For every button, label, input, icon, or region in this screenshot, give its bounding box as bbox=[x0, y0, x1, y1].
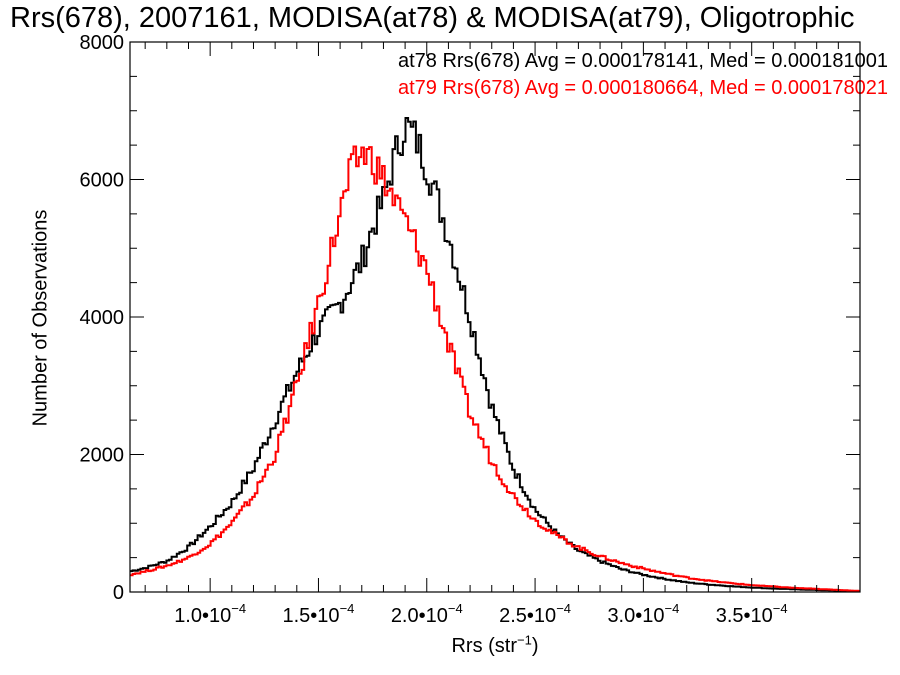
chart-title: Rrs(678), 2007161, MODISA(at78) & MODISA… bbox=[10, 2, 855, 34]
y-tick-label: 0 bbox=[113, 582, 124, 604]
y-tick-label: 8000 bbox=[80, 32, 125, 54]
legend-entry-at79: at79 Rrs(678) Avg = 0.000180664, Med = 0… bbox=[397, 77, 888, 99]
x-tick-label: 3.0•10−4 bbox=[607, 601, 679, 627]
histogram-line-at78 bbox=[130, 117, 860, 593]
x-tick-label: 1.5•10−4 bbox=[283, 601, 355, 627]
histogram-line-at79 bbox=[130, 145, 860, 592]
legend-entry-at78: at78 Rrs(678) Avg = 0.000178141, Med = 0… bbox=[397, 50, 888, 72]
y-tick-label: 2000 bbox=[80, 445, 125, 467]
x-tick-label: 1.0•10−4 bbox=[174, 601, 246, 627]
x-tick-label: 3.5•10−4 bbox=[716, 601, 788, 627]
x-axis-label-superscript: −1 bbox=[517, 632, 532, 647]
y-tick-label: 6000 bbox=[80, 170, 125, 192]
x-axis-label-prefix: Rrs (str bbox=[451, 634, 518, 657]
x-tick-label: 2.0•10−4 bbox=[391, 601, 463, 627]
y-tick-label: 4000 bbox=[80, 307, 125, 329]
x-axis-label-suffix: ) bbox=[531, 634, 539, 657]
y-axis-label: Number of Observations bbox=[29, 209, 52, 427]
x-tick-label: 2.5•10−4 bbox=[499, 601, 571, 627]
x-axis-label: Rrs (str−1) bbox=[0, 632, 900, 658]
